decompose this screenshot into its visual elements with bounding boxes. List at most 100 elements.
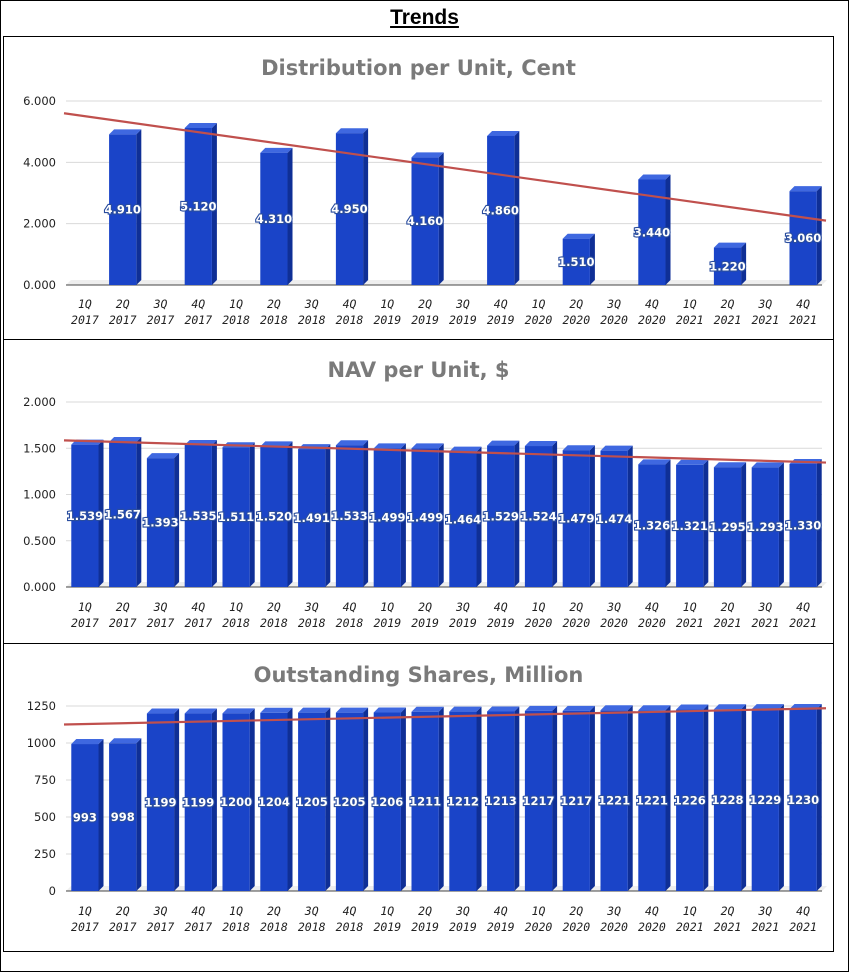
- bar-top: [373, 443, 406, 449]
- bar-top: [638, 705, 671, 711]
- bar-top: [600, 705, 633, 711]
- bar: [109, 129, 142, 285]
- bar-side: [136, 437, 142, 587]
- x-tick-label-quarter: 1Q: [532, 600, 546, 614]
- bar-front: [109, 442, 137, 587]
- bar-front: [676, 709, 704, 891]
- x-tick-label-year: 2021: [714, 313, 742, 327]
- x-tick-label-quarter: 1Q: [683, 297, 697, 311]
- bar-side: [400, 707, 406, 891]
- data-label: 1.520: [256, 510, 292, 524]
- x-tick-label-quarter: 4Q: [343, 297, 357, 311]
- data-label: 1.326: [634, 519, 670, 533]
- bar-top: [373, 707, 406, 713]
- bar-top: [789, 186, 822, 192]
- x-tick-label-year: 2019: [487, 313, 515, 327]
- bar-side: [589, 233, 595, 285]
- x-tick-label-quarter: 1Q: [683, 904, 697, 918]
- x-tick-label-year: 2020: [600, 313, 628, 327]
- bar-top: [335, 128, 369, 134]
- data-label: 3.060: [785, 231, 821, 245]
- bar-top: [222, 708, 255, 714]
- bar-side: [325, 444, 331, 587]
- bar: [487, 130, 520, 285]
- bar-top: [411, 706, 444, 712]
- bar-top: [109, 437, 142, 443]
- x-tick-label-quarter: 2Q: [569, 600, 583, 614]
- bar-top: [713, 462, 747, 468]
- bar-front: [146, 713, 175, 891]
- x-tick-label-quarter: 2Q: [418, 600, 432, 614]
- bar: [411, 443, 444, 587]
- y-tick-label: 1.500: [23, 441, 56, 455]
- bar-top: [109, 129, 142, 135]
- x-tick-label-year: 2021: [751, 313, 779, 327]
- bar-side: [665, 174, 671, 285]
- bar: [184, 122, 217, 285]
- x-tick-label-quarter: 2Q: [569, 297, 583, 311]
- bar-front: [562, 238, 590, 285]
- trendline: [63, 112, 827, 222]
- x-tick-label-year: 2019: [487, 920, 515, 934]
- bar-front: [146, 458, 175, 587]
- bar-side: [211, 122, 217, 285]
- chart-title: NAV per Unit, $: [327, 358, 510, 382]
- data-label: 1.510: [558, 255, 594, 269]
- x-tick-label-quarter: 4Q: [343, 600, 357, 614]
- x-tick-label-year: 2017: [147, 313, 175, 327]
- x-tick-label-year: 2018: [222, 920, 250, 934]
- x-tick-label-quarter: 2Q: [721, 297, 735, 311]
- x-tick-label-quarter: 4Q: [796, 297, 810, 311]
- x-tick-label-quarter: 1Q: [380, 904, 394, 918]
- y-tick-label: 2.000: [23, 217, 56, 231]
- data-label: 1.321: [672, 519, 708, 533]
- chart-floor: [66, 886, 827, 891]
- data-label: 1217: [560, 794, 592, 808]
- bar-side: [514, 440, 520, 587]
- bar-side: [778, 462, 784, 587]
- x-tick-label-quarter: 3Q: [606, 904, 621, 918]
- x-tick-label-year: 2020: [600, 920, 628, 934]
- x-tick-label-quarter: 4Q: [796, 600, 810, 614]
- bar-front: [676, 464, 704, 587]
- bar-top: [71, 739, 104, 745]
- x-tick-label-year: 2017: [109, 616, 137, 630]
- bar-top: [487, 130, 520, 136]
- x-tick-label-year: 2020: [638, 313, 666, 327]
- bar: [449, 706, 482, 891]
- bar-front: [562, 710, 590, 891]
- y-tick-label: 0.500: [23, 534, 56, 548]
- x-tick-label-year: 2017: [109, 313, 137, 327]
- bar: [789, 458, 822, 587]
- bar: [335, 128, 369, 285]
- bar-front: [109, 134, 137, 285]
- bar-top: [260, 441, 293, 447]
- bar-top: [751, 704, 784, 710]
- x-tick-label-quarter: 3Q: [757, 904, 772, 918]
- bar-side: [703, 459, 709, 587]
- x-tick-label-quarter: 4Q: [645, 904, 659, 918]
- data-label: 1.491: [294, 511, 330, 525]
- x-tick-label-quarter: 4Q: [191, 600, 205, 614]
- x-tick-label-year: 2017: [71, 616, 99, 630]
- x-tick-label-year: 2021: [676, 616, 704, 630]
- bar-side: [816, 703, 822, 891]
- x-tick-label-year: 2018: [336, 313, 364, 327]
- bar-front: [411, 711, 439, 891]
- bar: [184, 440, 217, 587]
- x-tick-label-quarter: 3Q: [153, 600, 168, 614]
- y-tick-label: 4.000: [23, 155, 56, 169]
- bar-top: [751, 462, 784, 468]
- data-label: 4.910: [105, 203, 141, 217]
- data-label: 1.293: [747, 520, 783, 534]
- bar-side: [514, 706, 520, 891]
- x-tick-label-quarter: 1Q: [78, 600, 92, 614]
- bar-side: [741, 242, 747, 285]
- x-tick-label-quarter: 2Q: [267, 297, 281, 311]
- data-label: 1.464: [445, 512, 481, 526]
- bar: [298, 707, 331, 891]
- data-label: 4.860: [483, 203, 519, 217]
- bar: [638, 459, 671, 587]
- x-tick-label-year: 2019: [411, 920, 439, 934]
- data-label: 1.567: [105, 508, 141, 522]
